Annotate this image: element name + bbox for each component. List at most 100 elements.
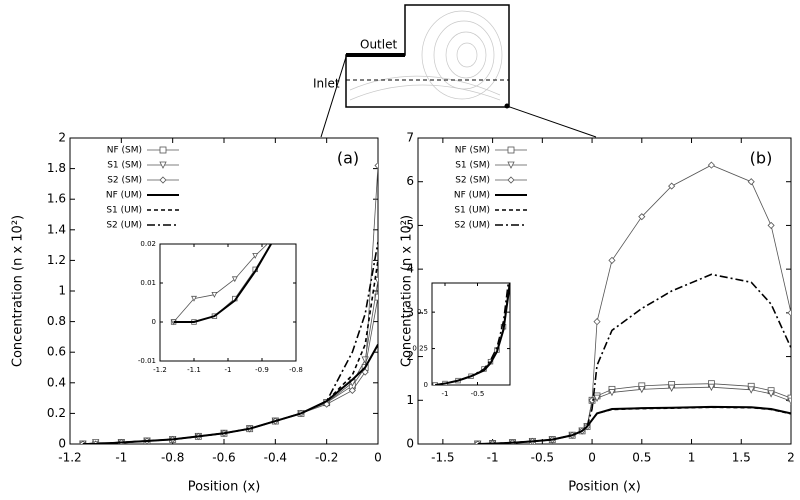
legend-label: S1 (UM) xyxy=(454,206,490,216)
y-tick-label: 1.6 xyxy=(47,192,66,206)
connector xyxy=(506,105,597,138)
legend-label: S1 (UM) xyxy=(106,206,142,216)
y-tick-label: 0.02 xyxy=(140,240,156,248)
y-tick-label: 1.4 xyxy=(47,222,66,236)
marker xyxy=(159,176,167,184)
legend-label: NF (UM) xyxy=(454,191,490,201)
y-tick-label: 4 xyxy=(406,262,414,276)
series-line xyxy=(435,283,509,385)
y-tick-label: 0.8 xyxy=(47,314,66,328)
legend-label: S2 (SM) xyxy=(455,176,490,186)
series-line xyxy=(477,406,791,444)
marker xyxy=(507,161,515,169)
series-line xyxy=(173,244,269,323)
chart-panel: -1.5 -1 -0.5 0 0.5 1 1.5 2 0 1 2 3 4 5 6 7 NF (SM) S1 (SM… xyxy=(400,131,795,495)
legend-label: S1 (SM) xyxy=(455,161,490,171)
series-line xyxy=(82,260,378,444)
x-tick-label: -1 xyxy=(115,451,127,465)
y-tick-label: 2 xyxy=(406,349,414,363)
x-tick-label: -0.8 xyxy=(289,366,303,374)
marker xyxy=(588,396,596,404)
y-tick-label: 0.2 xyxy=(47,406,66,420)
y-tick-label: 5 xyxy=(406,218,414,232)
x-tick-label: -1 xyxy=(442,390,449,398)
marker xyxy=(608,256,616,264)
legend-label: S2 (SM) xyxy=(107,176,142,186)
x-axis-label: Position (x) xyxy=(188,480,261,495)
legend-item: S2 (SM) xyxy=(455,176,527,186)
y-tick-label: 6 xyxy=(406,174,414,188)
marker xyxy=(348,386,356,395)
marker xyxy=(668,182,676,190)
marker xyxy=(252,252,259,259)
marker xyxy=(667,384,676,392)
legend-item: S1 (SM) xyxy=(107,161,179,171)
x-tick-label: -1 xyxy=(487,451,499,465)
marker xyxy=(361,368,369,376)
legend-label: NF (SM) xyxy=(107,146,142,156)
legend-label: NF (SM) xyxy=(455,146,490,156)
x-tick-label: 0 xyxy=(588,451,596,465)
marker xyxy=(231,276,238,283)
y-tick-label: 1.2 xyxy=(47,253,66,267)
plot-area xyxy=(79,161,378,444)
y-tick-label: 2 xyxy=(58,131,66,145)
marker xyxy=(638,385,646,394)
y-tick-label: 0 xyxy=(58,437,66,451)
legend-label: S2 (UM) xyxy=(106,221,142,231)
legend-item: S2 (UM) xyxy=(454,221,527,231)
y-tick-label: 0.6 xyxy=(47,345,66,359)
y-tick-label: 0.25 xyxy=(412,345,428,353)
y-tick-label: 7 xyxy=(406,131,414,145)
legend-item: NF (SM) xyxy=(455,146,527,156)
inlet-label: Inlet xyxy=(313,77,340,91)
connector xyxy=(320,56,347,138)
x-tick-label: -0.2 xyxy=(315,451,338,465)
marker xyxy=(707,383,716,392)
legend-label: S2 (UM) xyxy=(454,221,490,231)
series-line xyxy=(173,244,273,323)
x-tick-label: 1.5 xyxy=(732,451,751,465)
marker xyxy=(608,389,616,397)
marker xyxy=(159,146,167,154)
y-tick-label: 0.01 xyxy=(140,279,156,287)
marker xyxy=(593,394,601,402)
legend-item: NF (UM) xyxy=(454,191,527,201)
marker xyxy=(787,397,791,406)
x-axis-label: Position (x) xyxy=(568,480,641,495)
legend-item: S2 (SM) xyxy=(107,176,179,186)
y-tick-label: 0 xyxy=(152,318,156,326)
plot-area xyxy=(432,283,510,385)
marker xyxy=(767,221,775,229)
y-tick-label: 1 xyxy=(406,393,414,407)
x-tick-label: -0.5 xyxy=(531,451,554,465)
x-tick-label: -1 xyxy=(225,366,232,374)
plot-frame xyxy=(159,243,297,362)
x-tick-label: -0.6 xyxy=(212,451,235,465)
panel-label: (a) xyxy=(337,149,359,168)
y-tick-label: -0.01 xyxy=(138,357,156,365)
x-tick-label: 0 xyxy=(374,451,382,465)
x-tick-label: -0.4 xyxy=(264,451,287,465)
x-tick-label: -0.5 xyxy=(471,390,485,398)
y-tick-label: 1.8 xyxy=(47,161,66,175)
series-line xyxy=(435,283,510,385)
x-tick-label: -0.8 xyxy=(161,451,184,465)
legend-item: NF (UM) xyxy=(106,191,179,201)
marker xyxy=(432,382,438,385)
x-tick-label: -1.2 xyxy=(153,366,167,374)
y-tick-label: 1 xyxy=(58,284,66,298)
y-tick-label: 0.5 xyxy=(417,308,428,316)
marker xyxy=(507,146,515,154)
marker xyxy=(507,176,515,184)
series-line xyxy=(82,241,378,444)
marker xyxy=(159,161,167,169)
streamlines xyxy=(349,10,503,101)
legend-item: S1 (UM) xyxy=(106,206,179,216)
x-tick-label: -1.1 xyxy=(187,366,201,374)
cavity-diagram: Outlet Inlet xyxy=(313,4,597,138)
legend-item: S2 (UM) xyxy=(106,221,179,231)
marker xyxy=(211,291,218,298)
chart-panel: -1.2 -1 -0.8 -0.6 -0.4 -0.2 0 0 0.2 0.4 0.6 0.8 1 1.2… xyxy=(11,131,382,495)
